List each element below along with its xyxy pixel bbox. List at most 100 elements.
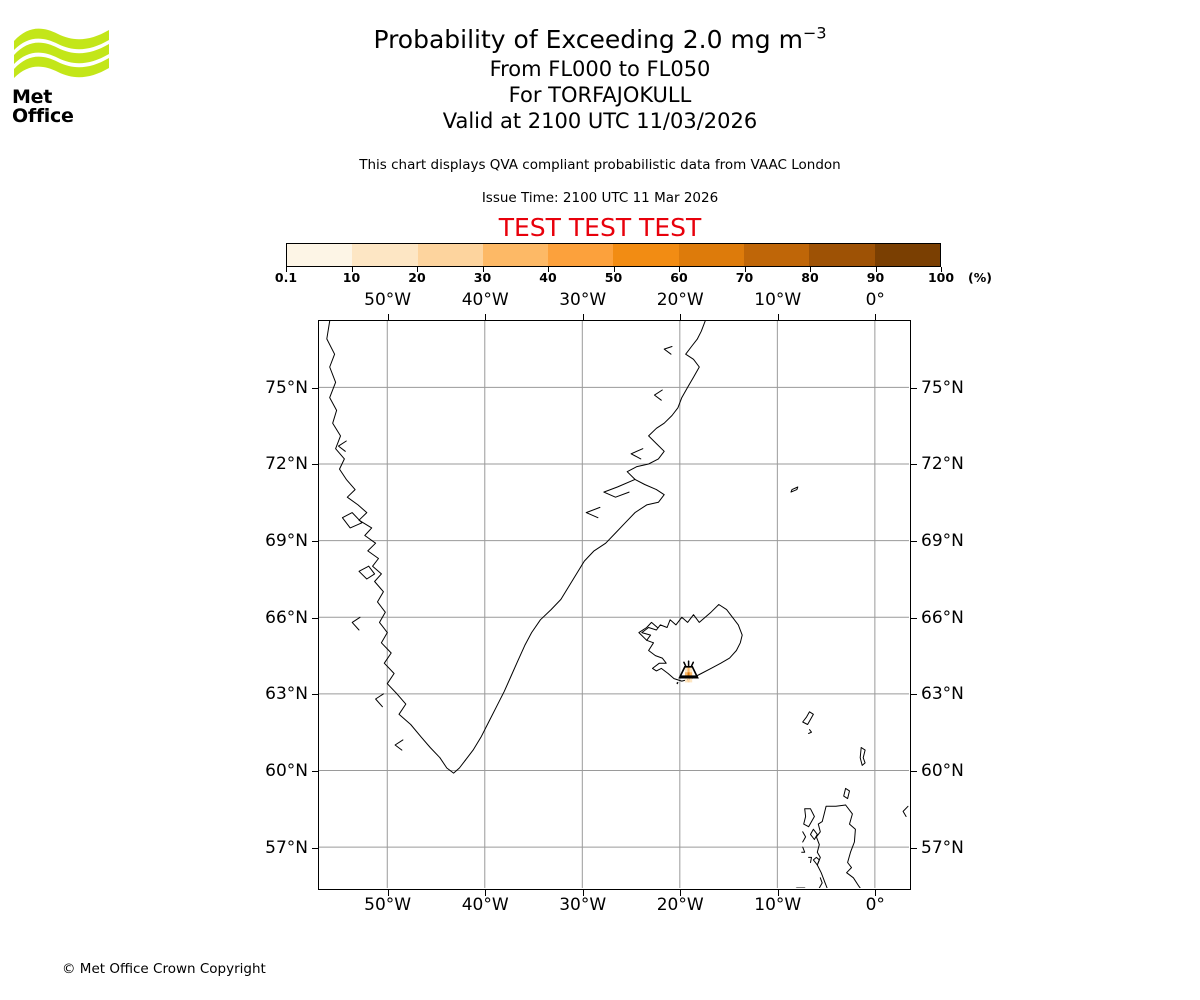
page-title: Probability of Exceeding 2.0 mg m−3 bbox=[0, 24, 1200, 56]
coastline-segment-7 bbox=[341, 512, 363, 529]
colorbar-tick-label-0.1: 0.1 bbox=[274, 270, 298, 285]
title-exponent: −3 bbox=[802, 23, 827, 43]
colorbar-tick-label-10: 10 bbox=[342, 270, 361, 285]
coastline-segment-13 bbox=[790, 486, 799, 493]
volcano-eruption-line-2 bbox=[690, 661, 695, 668]
coastline-segment-6 bbox=[663, 346, 673, 355]
lat-tick-right-75 bbox=[911, 387, 917, 389]
ash-probability-layer bbox=[684, 667, 693, 683]
colorbar-tick-label-70: 70 bbox=[735, 270, 754, 285]
colorbar-tick-label-40: 40 bbox=[539, 270, 557, 285]
coastline-segment-27 bbox=[812, 856, 820, 866]
colorbar-tick-labels: 0.1 10 20 30 40 50 60 70 80 90 100 bbox=[275, 270, 954, 288]
lat-label-right-57°N: 57°N bbox=[921, 837, 964, 858]
lat-tick-right-72 bbox=[911, 464, 917, 466]
chart-title-block: Probability of Exceeding 2.0 mg m−3 From… bbox=[0, 24, 1200, 134]
flight-level-range: From FL000 to FL050 bbox=[489, 57, 711, 81]
lon-label-bottom-40°W: 40°W bbox=[461, 895, 509, 915]
colorbar-tick-10 bbox=[941, 267, 942, 272]
lon-tick-bottom--30 bbox=[582, 890, 584, 896]
lon-tick-bottom--40 bbox=[485, 890, 487, 896]
colorbar-swatch-2 bbox=[417, 244, 483, 266]
coastline-segment-26 bbox=[810, 828, 818, 840]
ash-cell-0 bbox=[684, 667, 688, 673]
lat-label-left-69°N: 69°N bbox=[265, 531, 308, 552]
met-office-logo bbox=[12, 24, 112, 114]
colorbar-tick-label-30: 30 bbox=[473, 270, 492, 285]
colorbar-tick-8 bbox=[810, 267, 811, 272]
map-svg bbox=[319, 321, 909, 888]
colorbar-tick-0 bbox=[286, 267, 287, 272]
colorbar-swatch-8 bbox=[809, 244, 875, 266]
colorbar-swatch-5 bbox=[613, 244, 679, 266]
lon-label-top-0°: 0° bbox=[865, 290, 885, 310]
lon-label-top-40°W: 40°W bbox=[461, 290, 509, 310]
coastline-segment-28 bbox=[808, 856, 812, 863]
lon-tick-bottom--20 bbox=[680, 890, 682, 896]
colorbar-tick-7 bbox=[744, 267, 746, 272]
map-plot-area bbox=[318, 320, 911, 890]
lat-tick-left-75 bbox=[312, 387, 318, 389]
logo-wave-bands bbox=[14, 28, 109, 78]
lon-label-top-30°W: 30°W bbox=[559, 290, 607, 310]
coastline-segment-2 bbox=[603, 478, 636, 498]
coastline-segment-10 bbox=[351, 616, 361, 631]
lon-label-bottom-50°W: 50°W bbox=[364, 895, 412, 915]
qva-disclaimer: This chart displays QVA compliant probab… bbox=[359, 157, 841, 173]
coastline-segment-11 bbox=[375, 693, 384, 708]
lat-tick-left-66 bbox=[312, 617, 318, 619]
colorbar-swatch-1 bbox=[352, 244, 418, 266]
coastline-segment-14 bbox=[641, 604, 743, 682]
colorbar-tick-4 bbox=[548, 267, 549, 272]
ash-cell-3 bbox=[684, 672, 688, 678]
ash-cell-4 bbox=[687, 672, 690, 678]
lat-label-left-63°N: 63°N bbox=[265, 684, 308, 705]
colorbar-swatch-4 bbox=[548, 244, 614, 266]
coastline-segment-9 bbox=[338, 440, 347, 452]
volcano-base bbox=[679, 675, 698, 678]
lat-label-right-66°N: 66°N bbox=[921, 607, 964, 628]
lon-label-bottom-10°W: 10°W bbox=[754, 895, 802, 915]
lon-label-bottom-0°: 0° bbox=[865, 895, 885, 915]
colorbar-tick-5 bbox=[613, 267, 615, 272]
colorbar-tick-6 bbox=[679, 267, 680, 272]
lat-tick-left-63 bbox=[312, 694, 318, 696]
colorbar-tick-label-20: 20 bbox=[408, 270, 426, 285]
probability-colorbar bbox=[286, 243, 941, 267]
lon-tick-bottom-0 bbox=[875, 890, 877, 896]
lat-label-right-75°N: 75°N bbox=[921, 377, 964, 398]
coastline-segment-0 bbox=[326, 321, 466, 774]
coastline-segment-3 bbox=[585, 506, 601, 519]
coastline-segment-16 bbox=[676, 681, 679, 685]
colorbar-swatch-0 bbox=[287, 244, 353, 266]
lat-label-left-72°N: 72°N bbox=[265, 454, 308, 475]
lon-label-bottom-20°W: 20°W bbox=[656, 895, 704, 915]
lon-tick-bottom--10 bbox=[777, 890, 779, 896]
lon-label-top-10°W: 10°W bbox=[754, 290, 802, 310]
lon-tick-top--50 bbox=[387, 314, 389, 320]
lon-label-bottom-30°W: 30°W bbox=[559, 895, 607, 915]
lat-label-left-75°N: 75°N bbox=[265, 377, 308, 398]
coastline-segment-32 bbox=[902, 805, 909, 817]
coastline-segment-23 bbox=[801, 846, 806, 853]
lat-tick-right-63 bbox=[911, 694, 917, 696]
coastline-segment-12 bbox=[394, 739, 404, 751]
lat-tick-right-66 bbox=[911, 617, 917, 619]
colorbar-tick-2 bbox=[417, 267, 418, 272]
valid-time: Valid at 2100 UTC 11/03/2026 bbox=[442, 109, 758, 133]
colorbar-tick-label-100: 100 bbox=[927, 270, 955, 285]
colorbar-swatch-6 bbox=[678, 244, 745, 266]
colorbar-ticks bbox=[286, 267, 942, 275]
colorbar-tick-9 bbox=[875, 267, 877, 272]
coastline-segment-24 bbox=[815, 804, 847, 888]
ash-cell-5 bbox=[689, 672, 693, 678]
ash-cell-1 bbox=[687, 667, 690, 673]
lat-tick-right-69 bbox=[911, 541, 917, 543]
lat-tick-left-57 bbox=[312, 847, 318, 849]
test-banner: TEST TEST TEST bbox=[498, 213, 702, 242]
lat-label-right-63°N: 63°N bbox=[921, 684, 964, 705]
colorbar-tick-1 bbox=[351, 267, 353, 272]
issue-time: Issue Time: 2100 UTC 11 Mar 2026 bbox=[481, 190, 719, 206]
met-office-logo-text: Met Office bbox=[12, 86, 74, 127]
colorbar-tick-label-60: 60 bbox=[670, 270, 688, 285]
